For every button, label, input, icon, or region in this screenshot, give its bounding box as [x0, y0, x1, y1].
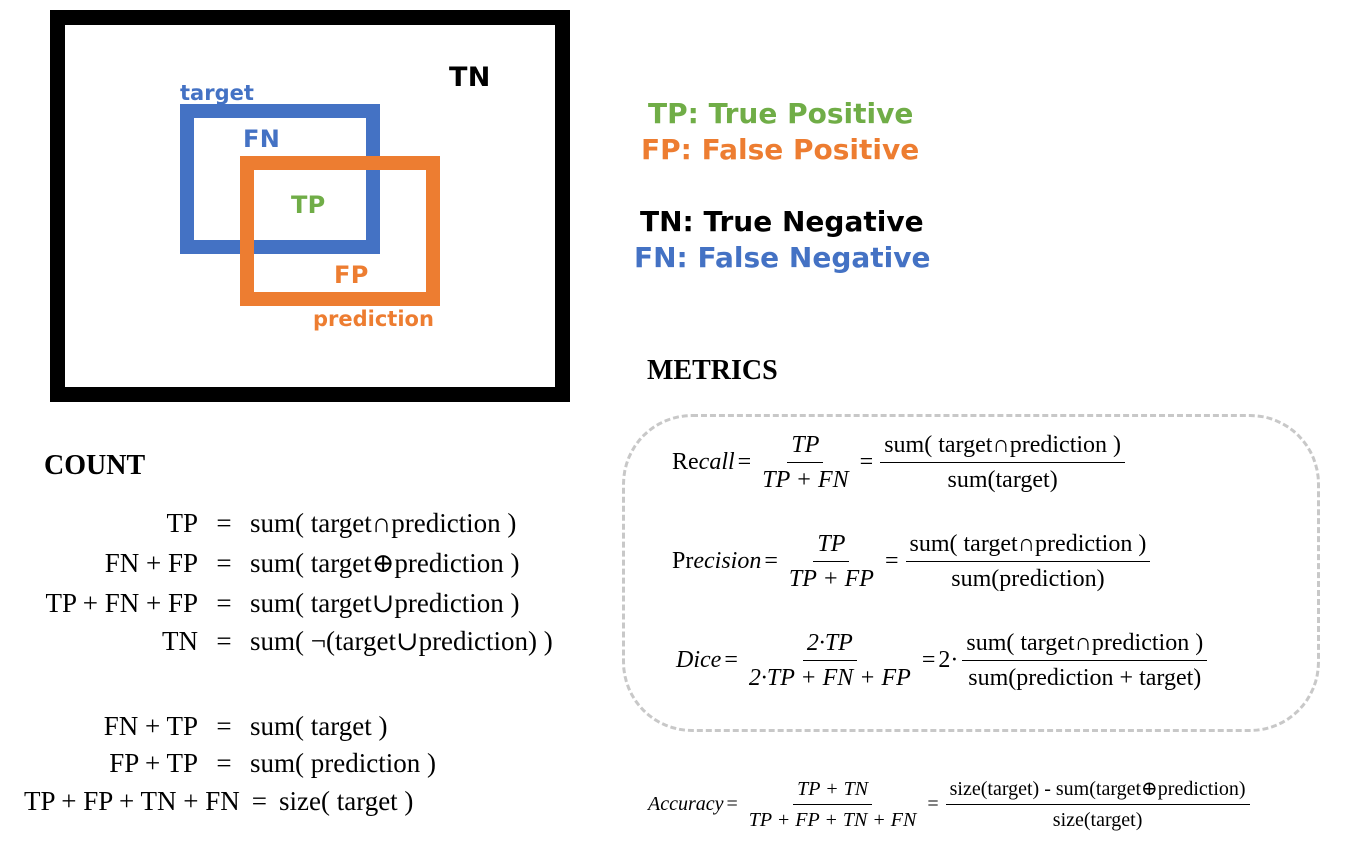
dice-set-fraction: sum( target∩prediction ) sum(prediction … — [962, 630, 1208, 692]
frac-denominator: TP + FN — [762, 467, 849, 494]
metrics-dashed-box — [622, 414, 1320, 732]
eq-lhs: FP + TP — [109, 748, 198, 778]
eq-lhs: TN — [162, 626, 198, 656]
eq-lhs: TP + FP + TN + FN — [24, 786, 240, 816]
eq-sign: = — [724, 647, 738, 674]
eq-sign: = — [921, 647, 936, 674]
eq-sign: = — [884, 548, 899, 575]
count-eq-fn-tp: FN + TP = sum( target ) — [20, 711, 388, 742]
frac-numerator: sum( target∩prediction ) — [962, 630, 1208, 662]
count-eq-fn-fp: FN + FP = sum( target⊕prediction ) — [20, 548, 520, 579]
precision-set-fraction: sum( target∩prediction ) sum(prediction) — [905, 531, 1151, 593]
frac-denominator: sum(prediction + target) — [968, 665, 1202, 692]
eq-rhs: sum( target∩prediction ) — [250, 508, 517, 538]
prediction-label: prediction — [313, 307, 434, 331]
legend-tn: TN: True Negative — [640, 205, 924, 238]
eq-rhs: sum( prediction ) — [250, 748, 436, 778]
frac-denominator: TP + FP + TN + FN — [748, 809, 917, 831]
eq-sign: = — [737, 449, 752, 476]
frac-numerator: size(target) - sum(target⊕prediction) — [945, 778, 1250, 805]
prediction-region-box — [240, 156, 440, 306]
accuracy-name: Accuracy — [648, 793, 724, 815]
count-eq-total: TP + FP + TN + FN = size( target ) — [24, 786, 413, 817]
dice-factor: 2· — [938, 647, 959, 674]
accuracy-fraction: TP + TN TP + FP + TN + FN — [745, 778, 921, 831]
count-heading: COUNT — [44, 450, 146, 481]
frac-denominator: sum(prediction) — [951, 566, 1105, 593]
eq-sign: = — [726, 793, 738, 815]
tn-label: TN — [449, 62, 491, 93]
legend-fp: FP: False Positive — [641, 133, 920, 166]
recall-formula: Recall = TP TP + FN = sum( target∩predic… — [672, 432, 1129, 494]
precision-name: Precision — [672, 548, 762, 575]
metrics-heading: METRICS — [647, 355, 778, 386]
legend-tp: TP: True Positive — [648, 97, 914, 130]
eq-lhs: TP + FN + FP — [45, 588, 198, 618]
dice-formula: Dice = 2·TP 2·TP + FN + FP = 2· sum( tar… — [676, 630, 1211, 692]
count-eq-fp-tp: FP + TP = sum( prediction ) — [20, 748, 436, 779]
frac-numerator: 2·TP — [802, 630, 857, 662]
eq-sign: = — [216, 626, 232, 656]
eq-rhs: sum( target ) — [250, 711, 388, 741]
eq-sign: = — [216, 588, 232, 618]
dice-name: Dice — [676, 647, 722, 674]
eq-sign: = — [216, 548, 232, 578]
dice-fraction: 2·TP 2·TP + FN + FP — [745, 630, 915, 692]
recall-fraction: TP TP + FN — [758, 432, 852, 494]
count-eq-tp: TP = sum( target∩prediction ) — [20, 508, 516, 539]
eq-sign: = — [216, 508, 232, 538]
eq-rhs: sum( ¬(target∪prediction) ) — [250, 626, 553, 656]
eq-rhs: sum( target⊕prediction ) — [250, 548, 520, 578]
eq-sign: = — [251, 786, 267, 816]
eq-sign: = — [927, 793, 939, 815]
frac-numerator: TP + TN — [793, 778, 873, 805]
frac-numerator: sum( target∩prediction ) — [905, 531, 1151, 563]
count-eq-tn: TN = sum( ¬(target∪prediction) ) — [20, 626, 553, 657]
eq-lhs: FN + TP — [103, 711, 198, 741]
frac-denominator: size(target) — [1052, 809, 1143, 831]
eq-lhs: FN + FP — [104, 548, 198, 578]
eq-sign: = — [859, 449, 874, 476]
recall-name: Recall — [672, 449, 735, 476]
frac-denominator: TP + FP — [788, 566, 874, 593]
eq-sign: = — [216, 711, 232, 741]
eq-sign: = — [216, 748, 232, 778]
frac-numerator: TP — [813, 531, 850, 563]
legend-fn: FN: False Negative — [634, 241, 931, 274]
target-label: target — [180, 81, 254, 105]
frac-denominator: sum(target) — [947, 467, 1058, 494]
eq-rhs: sum( target∪prediction ) — [250, 588, 520, 618]
target-region-box — [180, 104, 380, 254]
precision-formula: Precision = TP TP + FP = sum( target∩pre… — [672, 531, 1154, 593]
fp-label: FP — [334, 261, 369, 289]
image-frame — [50, 10, 570, 402]
frac-denominator: 2·TP + FN + FP — [748, 665, 911, 692]
eq-rhs: size( target ) — [278, 786, 414, 816]
eq-lhs: TP — [166, 508, 198, 538]
accuracy-set-fraction: size(target) - sum(target⊕prediction) si… — [945, 778, 1250, 831]
count-eq-tp-fn-fp: TP + FN + FP = sum( target∪prediction ) — [20, 588, 520, 619]
accuracy-formula: Accuracy = TP + TN TP + FP + TN + FN = s… — [648, 778, 1254, 831]
frac-numerator: sum( target∩prediction ) — [880, 432, 1126, 464]
tp-label: TP — [291, 191, 326, 219]
eq-sign: = — [764, 548, 778, 575]
frac-numerator: TP — [787, 432, 824, 464]
fn-label: FN — [243, 125, 281, 153]
recall-set-fraction: sum( target∩prediction ) sum(target) — [880, 432, 1126, 494]
precision-fraction: TP TP + FP — [785, 531, 878, 593]
